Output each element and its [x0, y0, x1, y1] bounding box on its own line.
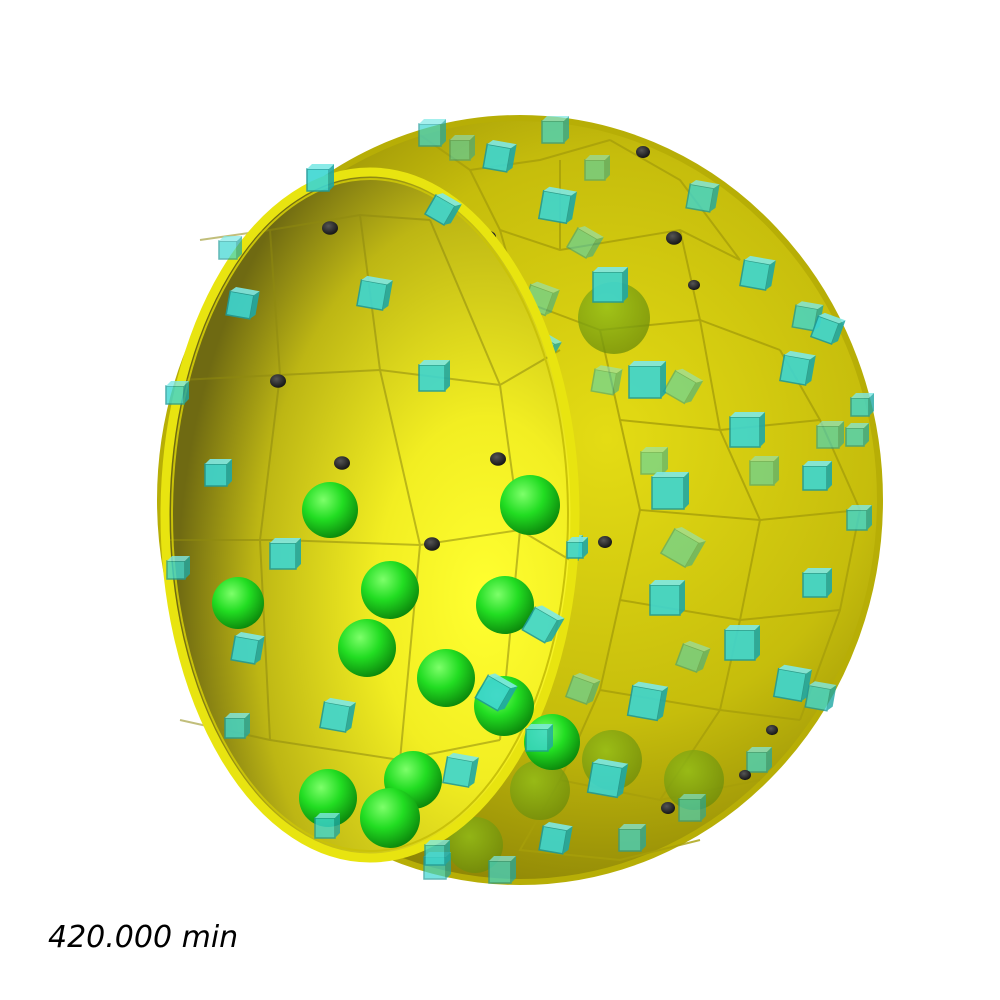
cyan-cube [772, 664, 813, 703]
cyan-cube [565, 226, 604, 260]
pore [739, 769, 751, 781]
cyan-cube [356, 275, 393, 311]
pore [322, 221, 338, 235]
cyan-cube [659, 527, 706, 569]
cyan-cube [674, 640, 711, 674]
cyan-cube [204, 459, 232, 487]
cyan-cube [541, 116, 569, 144]
cyan-cube [618, 824, 646, 852]
cyan-cube [564, 672, 601, 706]
pore [334, 456, 350, 470]
cyan-cube [442, 752, 479, 788]
cyan-cube [423, 193, 462, 227]
cyan-cube [225, 287, 260, 320]
pore [661, 802, 675, 814]
cyan-cube [230, 632, 265, 665]
cyan-cube [640, 447, 668, 475]
pore [424, 537, 440, 551]
cyan-cube [488, 856, 516, 884]
pore [270, 374, 286, 388]
cyan-cube [521, 605, 565, 644]
cyan-cube [218, 236, 242, 260]
pore [636, 146, 650, 158]
cyan-cube [802, 568, 832, 598]
pore [688, 279, 700, 291]
cyan-cube [729, 412, 765, 448]
green-body-behind-shell [664, 750, 724, 810]
cyan-cube [649, 580, 685, 616]
cyan-cube [538, 822, 573, 855]
cyan-cube [224, 713, 250, 739]
cyan-cube [724, 625, 760, 661]
cyan-cube [418, 119, 446, 147]
green-sphere [212, 577, 264, 629]
cyan-cube [525, 724, 553, 752]
cyan-cube [628, 361, 666, 399]
cyan-cube [651, 472, 689, 510]
green-sphere [476, 576, 534, 634]
pore [766, 724, 778, 736]
green-sphere [299, 769, 357, 827]
rim-cubes [165, 164, 588, 866]
cyan-cube [739, 255, 776, 291]
green-sphere [361, 561, 419, 619]
cyan-cube [474, 673, 518, 712]
cyan-cube [592, 267, 628, 303]
cyan-cube [449, 135, 475, 161]
pore [666, 231, 682, 245]
green-sphere [360, 788, 420, 848]
cyan-cube [809, 312, 846, 346]
cyan-cube [482, 140, 517, 173]
green-sphere [500, 475, 560, 535]
cyan-cube [566, 537, 588, 559]
green-sphere [338, 619, 396, 677]
cyan-cube [165, 381, 189, 405]
green-sphere [302, 482, 358, 538]
cyan-cube [802, 461, 832, 491]
time-label: 420.000 min [48, 920, 239, 955]
pore [598, 536, 612, 548]
cyan-cube [314, 813, 340, 839]
cyan-cube [662, 368, 704, 405]
cyan-cube [584, 155, 610, 181]
cyan-cube [816, 421, 844, 449]
cyan-cube [269, 538, 301, 570]
cyan-cube [626, 681, 669, 722]
cyan-cube [791, 301, 824, 332]
green-spheres [212, 475, 580, 848]
cyan-cube [678, 794, 706, 822]
inner-pores [270, 221, 506, 551]
cyan-cube [537, 186, 578, 225]
green-body-behind-shell [510, 760, 570, 820]
pore [490, 452, 506, 466]
cyan-cube [845, 423, 869, 447]
cyan-cube [424, 840, 450, 866]
cyan-cube [804, 681, 837, 712]
cyan-cube [590, 365, 623, 396]
cyan-cube [749, 456, 779, 486]
cyan-cube [166, 556, 190, 580]
cyan-cube [418, 360, 450, 392]
green-sphere [417, 649, 475, 707]
cyan-cube [586, 758, 629, 799]
green-body-behind-shell [447, 817, 503, 873]
cyan-cube [850, 393, 874, 417]
cyan-cube [846, 505, 872, 531]
cyan-cube [306, 164, 334, 192]
cyan-cube [746, 747, 772, 773]
cyan-cube [779, 350, 816, 386]
cyan-cube [685, 180, 720, 213]
cyan-cube [319, 697, 356, 733]
